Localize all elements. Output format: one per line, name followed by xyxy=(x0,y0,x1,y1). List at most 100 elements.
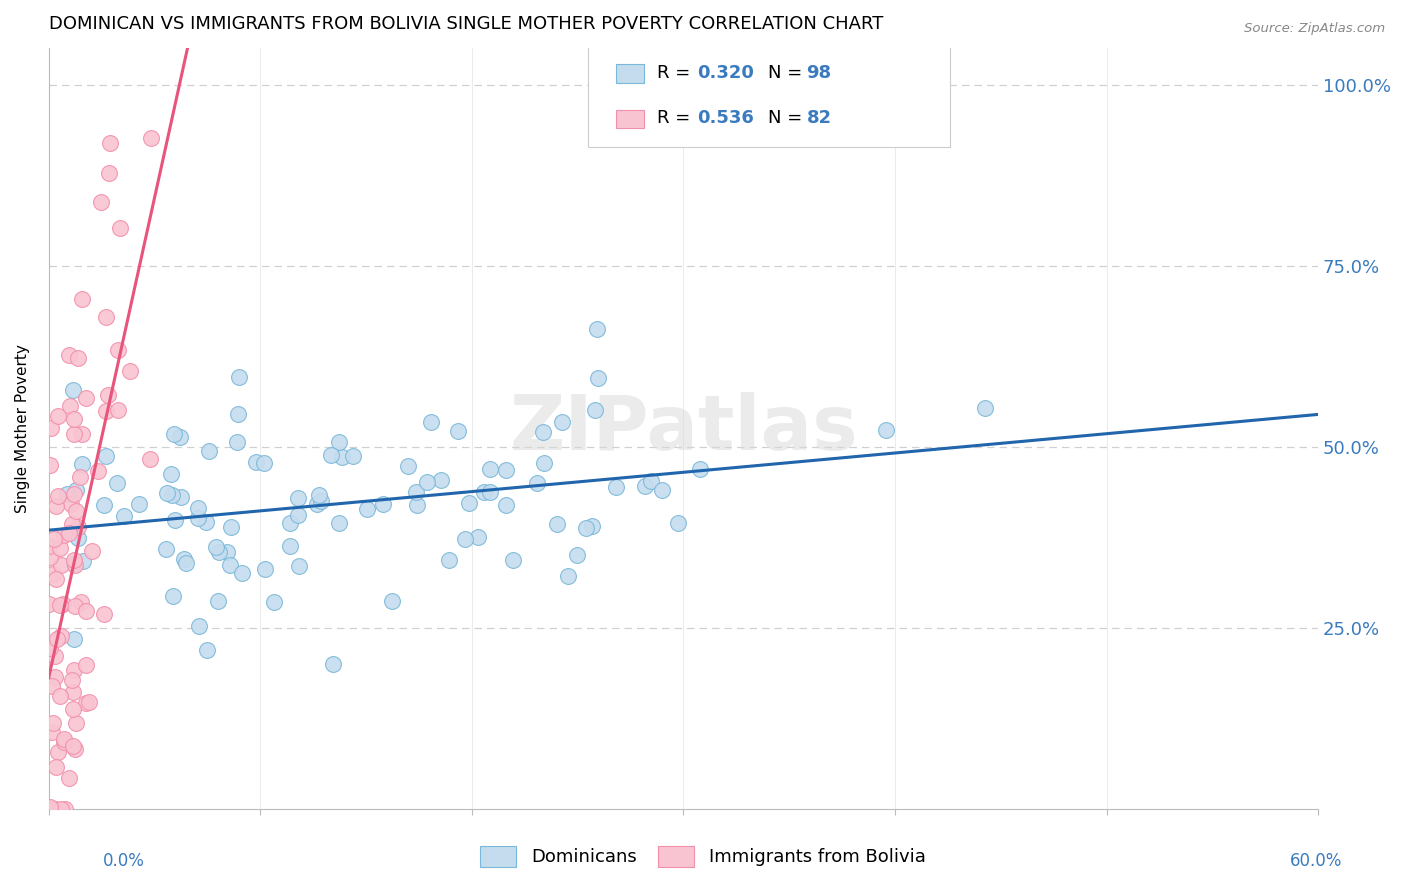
Point xyxy=(90,194,112,209)
Point xyxy=(62,383,84,397)
Point xyxy=(162,589,184,603)
Point xyxy=(58,525,80,540)
Point xyxy=(605,480,627,494)
Text: 98: 98 xyxy=(807,64,832,82)
Point xyxy=(67,531,90,545)
Text: 82: 82 xyxy=(807,110,832,128)
Point xyxy=(105,476,128,491)
Point xyxy=(75,391,97,405)
Point xyxy=(60,673,83,687)
Point xyxy=(44,802,66,816)
Text: 0.320: 0.320 xyxy=(697,64,754,82)
Point xyxy=(62,739,84,754)
Point xyxy=(45,499,67,513)
Point xyxy=(93,498,115,512)
Point xyxy=(49,558,72,572)
Text: 0.536: 0.536 xyxy=(697,110,754,128)
Point xyxy=(38,802,60,816)
FancyBboxPatch shape xyxy=(616,64,644,83)
Point xyxy=(474,484,496,499)
Point xyxy=(467,530,489,544)
Point xyxy=(689,461,711,475)
Point xyxy=(52,731,75,746)
Point xyxy=(42,802,65,816)
Point xyxy=(173,552,195,566)
Point xyxy=(75,658,97,673)
Point xyxy=(586,322,609,336)
Point xyxy=(63,412,86,426)
Text: N =: N = xyxy=(769,110,808,128)
Point xyxy=(46,489,69,503)
Point xyxy=(416,475,439,489)
Point xyxy=(156,486,179,500)
Point xyxy=(495,498,517,512)
Point xyxy=(668,516,690,531)
Point xyxy=(60,516,83,531)
Point xyxy=(63,487,86,501)
Point xyxy=(118,364,141,378)
Text: 0.0%: 0.0% xyxy=(103,852,145,870)
Point xyxy=(160,467,183,482)
Point xyxy=(575,521,598,535)
Point xyxy=(98,136,121,150)
Point xyxy=(169,430,191,444)
Point xyxy=(63,558,86,572)
Point xyxy=(94,450,117,464)
Point xyxy=(458,496,481,510)
Point xyxy=(45,573,67,587)
Point xyxy=(195,515,218,529)
Point xyxy=(557,569,579,583)
Point xyxy=(70,595,93,609)
Point xyxy=(342,450,364,464)
Point xyxy=(187,619,209,633)
Text: N =: N = xyxy=(769,64,808,82)
Point xyxy=(228,369,250,384)
Point xyxy=(108,220,131,235)
Point xyxy=(226,435,249,450)
Point xyxy=(253,456,276,470)
Y-axis label: Single Mother Poverty: Single Mother Poverty xyxy=(15,344,30,513)
Point xyxy=(495,463,517,477)
Point xyxy=(875,423,897,437)
Point xyxy=(52,597,75,611)
Text: 60.0%: 60.0% xyxy=(1291,852,1343,870)
Point xyxy=(546,517,568,532)
Point xyxy=(38,640,60,655)
Point xyxy=(219,520,242,534)
Point xyxy=(163,513,186,527)
Point xyxy=(62,685,84,699)
Legend: Dominicans, Immigrants from Bolivia: Dominicans, Immigrants from Bolivia xyxy=(472,838,934,874)
Point xyxy=(437,553,460,567)
Point xyxy=(38,539,60,553)
Point xyxy=(107,343,129,357)
Point xyxy=(58,772,80,786)
Point xyxy=(419,416,441,430)
Point xyxy=(42,567,65,582)
Point xyxy=(219,558,242,573)
Point xyxy=(69,470,91,484)
Point xyxy=(278,539,301,553)
Point xyxy=(48,689,70,703)
Point xyxy=(187,500,209,515)
Point xyxy=(162,426,184,441)
Point xyxy=(80,543,103,558)
Point xyxy=(565,549,588,563)
Point xyxy=(651,483,673,498)
Point xyxy=(96,404,118,418)
Point xyxy=(454,532,477,546)
Point xyxy=(41,725,63,739)
Point xyxy=(45,632,67,646)
Text: R =: R = xyxy=(657,64,696,82)
Point xyxy=(215,545,238,559)
Point xyxy=(38,549,60,564)
Point xyxy=(526,475,548,490)
Point xyxy=(155,541,177,556)
Point xyxy=(381,594,404,608)
Point xyxy=(550,415,572,429)
Point xyxy=(65,742,87,756)
Point xyxy=(38,800,60,814)
Point xyxy=(49,541,72,555)
Point xyxy=(66,519,89,533)
Point xyxy=(396,458,419,473)
Point xyxy=(581,519,603,533)
